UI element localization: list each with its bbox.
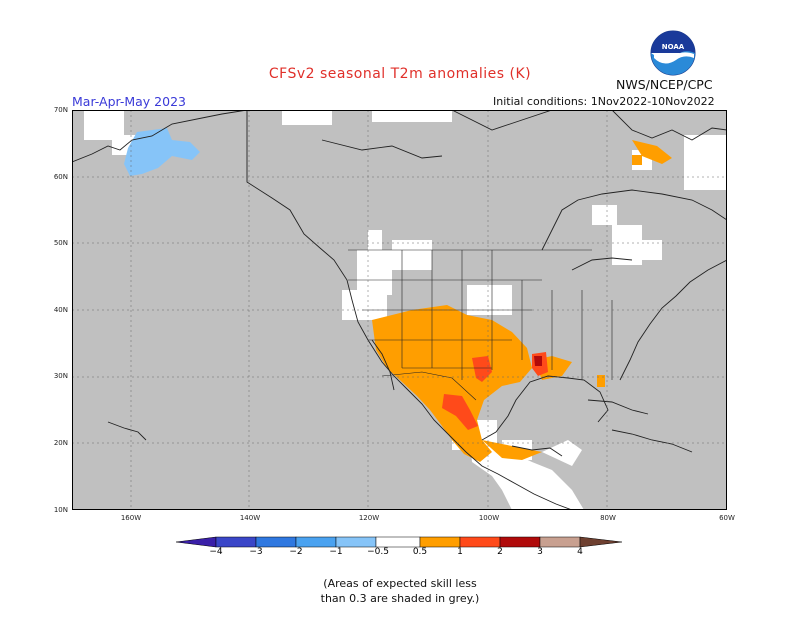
lon-label-140w: 140W xyxy=(239,514,261,522)
lat-label-40n: 40N xyxy=(53,306,68,314)
coastlines xyxy=(72,110,727,510)
legend-cap-low xyxy=(175,536,217,548)
legend-label-m2: −2 xyxy=(289,547,303,557)
legend-label-m1: −1 xyxy=(329,547,343,557)
graticule xyxy=(72,110,727,510)
lon-label-80w: 80W xyxy=(600,514,616,522)
lon-label-100w: 100W xyxy=(478,514,500,522)
forecast-period: Mar-Apr-May 2023 xyxy=(72,94,186,109)
lat-label-60n: 60N xyxy=(53,173,68,181)
lon-label-120w: 120W xyxy=(358,514,380,522)
legend-bin-3 xyxy=(295,536,337,548)
svg-text:NOAA: NOAA xyxy=(662,43,685,51)
anomaly-map xyxy=(72,110,727,510)
lon-label-60w: 60W xyxy=(719,514,735,522)
lat-label-10n: 10N xyxy=(53,506,68,514)
legend-bin-4 xyxy=(335,536,377,548)
lon-label-160w: 160W xyxy=(120,514,142,522)
map-frame xyxy=(72,110,727,510)
color-legend xyxy=(175,536,623,548)
legend-label-p1: 1 xyxy=(457,547,463,557)
legend-label-p2: 2 xyxy=(497,547,503,557)
legend-bin-6 xyxy=(419,536,461,548)
legend-bin-8 xyxy=(499,536,541,548)
alaska-cold-anomaly xyxy=(124,128,200,176)
legend-bin-9 xyxy=(539,536,581,548)
lat-label-50n: 50N xyxy=(53,239,68,247)
lat-label-20n: 20N xyxy=(53,439,68,447)
noaa-logo: NOAA xyxy=(650,30,696,76)
agency-label: NWS/NCEP/CPC xyxy=(616,77,713,92)
legend-bin-5 xyxy=(375,536,421,548)
legend-cap-high xyxy=(579,536,623,548)
legend-bin-7 xyxy=(459,536,501,548)
legend-label-p4: 4 xyxy=(577,547,583,557)
legend-label-p3: 3 xyxy=(537,547,543,557)
map-title: CFSv2 seasonal T2m anomalies (K) xyxy=(268,66,532,82)
legend-bin-2 xyxy=(255,536,297,548)
legend-label-p05: 0.5 xyxy=(412,547,428,557)
skill-note-line2: than 0.3 are shaded in grey.) xyxy=(320,592,480,605)
legend-bin-1 xyxy=(215,536,257,548)
lat-label-30n: 30N xyxy=(53,372,68,380)
legend-label-m4: −4 xyxy=(209,547,223,557)
skill-note-line1: (Areas of expected skill less xyxy=(323,577,477,590)
lat-label-70n: 70N xyxy=(53,106,68,114)
legend-label-m05: −0.5 xyxy=(367,547,389,557)
legend-label-m3: −3 xyxy=(249,547,263,557)
initial-conditions: Initial conditions: 1Nov2022-10Nov2022 xyxy=(493,95,715,108)
